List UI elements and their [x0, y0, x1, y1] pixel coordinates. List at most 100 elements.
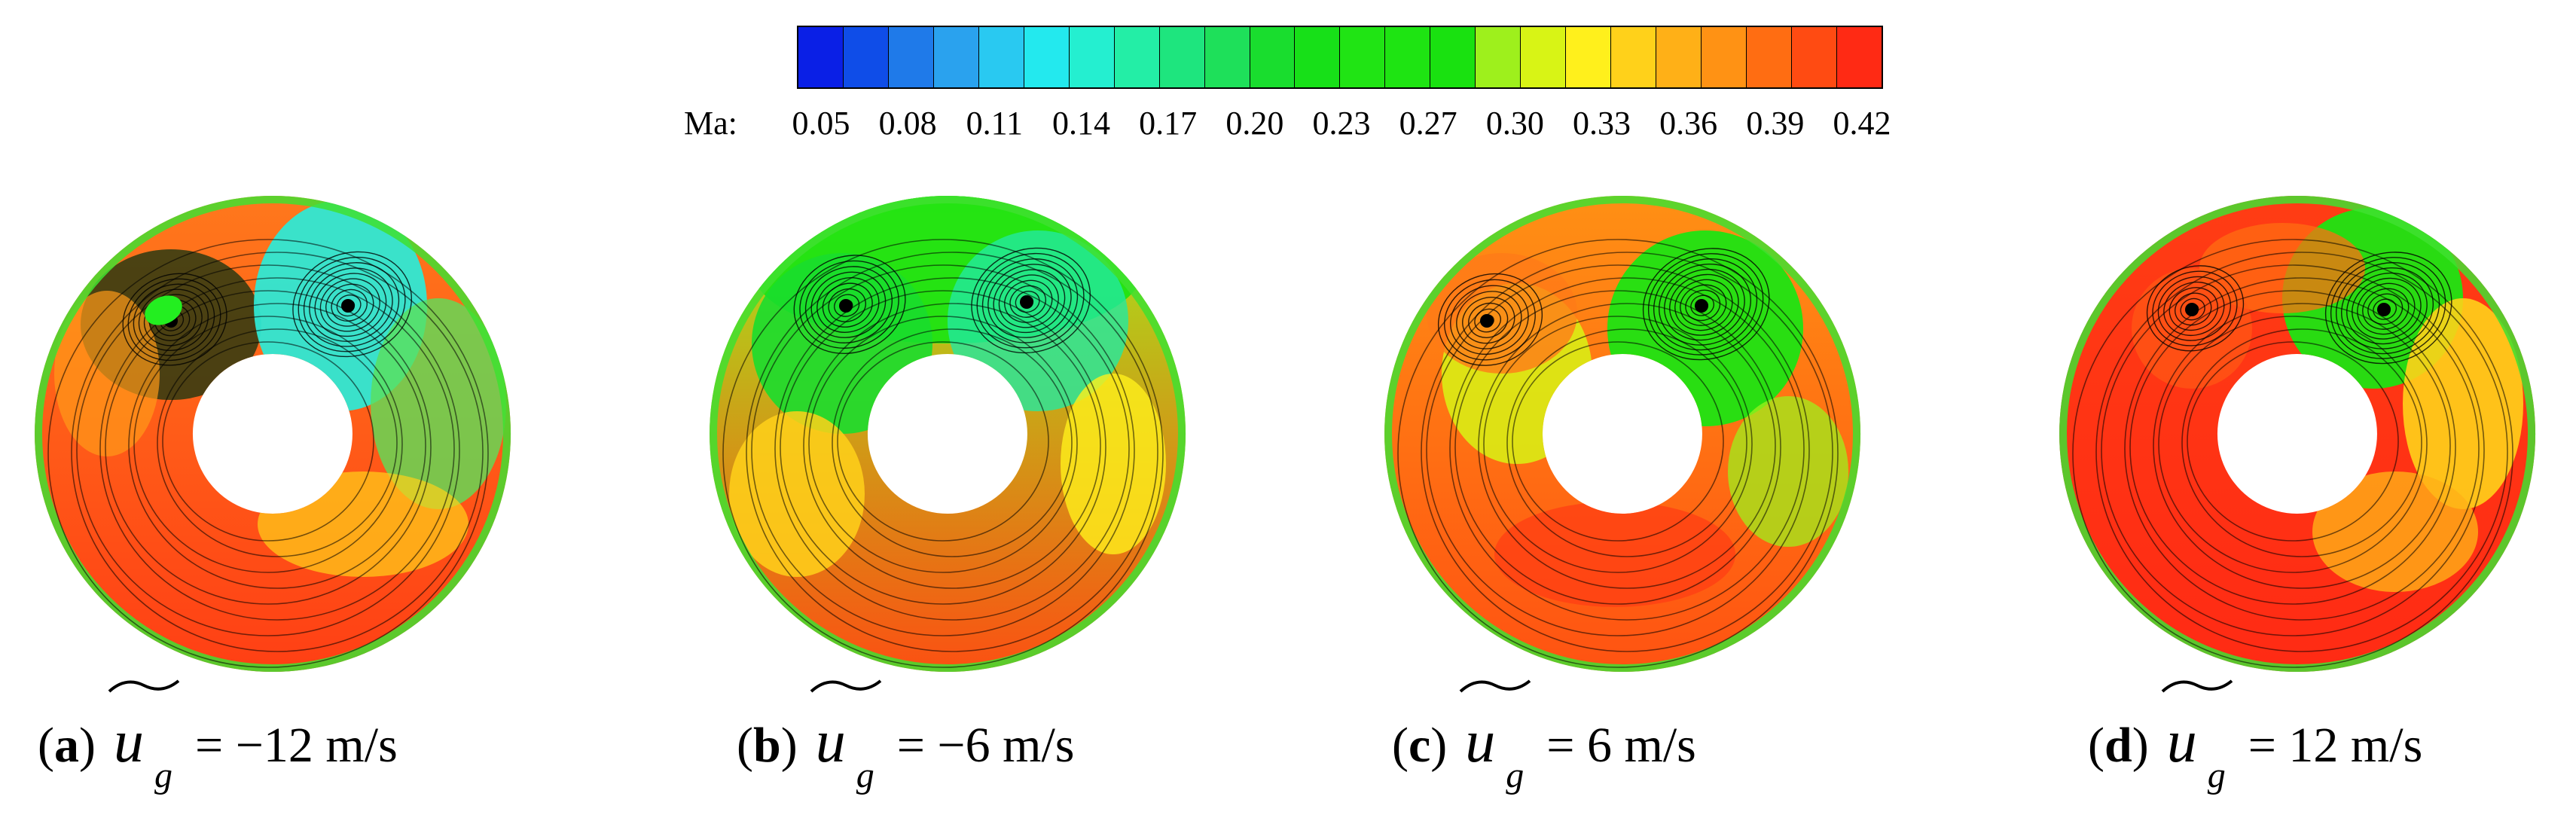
caption-value: = 6 m/s [1546, 718, 1696, 773]
streamline [746, 252, 1158, 652]
streamline [780, 290, 1106, 605]
colorbar-tick-label: 0.39 [1746, 105, 1805, 142]
vortex-streamline [2152, 270, 2238, 346]
vortex-streamline [1659, 263, 1752, 346]
colorbar-tick-label: 0.08 [878, 105, 937, 142]
streamline [162, 341, 374, 542]
colorbar-tick-label: 0.11 [966, 105, 1024, 142]
caption-symbol-u: u [113, 709, 144, 775]
vortex-streamline [1468, 302, 1509, 338]
colorbar-segment [1791, 27, 1837, 87]
streamline [1397, 239, 1839, 668]
vortex-streamline [804, 266, 893, 343]
vortex-streamline [828, 288, 866, 322]
colorbar-tick-label: 0.05 [792, 105, 850, 142]
panel-a-contour [17, 178, 529, 690]
vortex-core [839, 299, 853, 313]
vortex-streamline [2346, 272, 2428, 345]
vortex-streamline [816, 277, 880, 333]
wall-boundary-layer [1384, 196, 1861, 672]
vortex-streamline [2157, 276, 2232, 341]
vortex-streamline [971, 247, 1091, 354]
annulus-plot [1384, 196, 1861, 672]
streamline [2158, 316, 2428, 573]
streamline [808, 316, 1078, 573]
caption-b: (b) ug= −6 m/s [737, 679, 1075, 806]
colorbar-segment [1250, 27, 1296, 87]
streamline [2153, 303, 2451, 589]
vortex-streamline [1015, 290, 1040, 313]
vortex-streamline [2373, 298, 2397, 320]
streamline [722, 239, 1164, 668]
streamline [2181, 328, 2422, 557]
streamline [1421, 252, 1833, 652]
streamline [2095, 252, 2508, 652]
vortex-streamline [138, 288, 209, 352]
colorbar-segment [1069, 27, 1115, 87]
streamline [2124, 277, 2480, 621]
vortex-streamline [1653, 258, 1758, 351]
vortex-streamline [2146, 265, 2245, 352]
mach-contour-region [2403, 298, 2523, 509]
colorbar-tick-label: 0.33 [1573, 105, 1631, 142]
vortex-streamline [1004, 279, 1053, 323]
vortex-streamline [981, 258, 1079, 343]
vortex-core [1480, 314, 1494, 328]
vortex-streamline [1450, 285, 1529, 355]
streamline [1449, 277, 1805, 621]
vortex-streamline [2367, 293, 2404, 325]
vortex-streamline [976, 252, 1085, 349]
vortex-streamline [303, 262, 400, 347]
caption-symbol-u: u [1465, 709, 1496, 775]
panel-c-contour [1366, 178, 1879, 690]
high-mach-spot [145, 295, 182, 325]
streamline [71, 252, 484, 652]
colorbar-segment [1024, 27, 1070, 87]
streamline [128, 303, 426, 589]
colorbar-segment [1385, 27, 1431, 87]
vortex-streamline [2357, 282, 2416, 335]
streamline [832, 328, 1073, 557]
streamline [47, 239, 489, 668]
mach-contour-region [1061, 374, 1166, 554]
streamline [1478, 303, 1776, 589]
streamline [803, 303, 1101, 589]
vortex-streamline [1669, 273, 1739, 336]
vortex-streamline [799, 260, 899, 349]
vortex-streamline [325, 283, 374, 327]
caption-symbol-sub: g [856, 755, 874, 795]
colorbar-tick-label: 0.42 [1833, 105, 1891, 142]
colorbar-ticks: 0.05 0.08 0.11 0.14 0.17 0.20 0.23 0.27 0.30 0.33… [0, 104, 2576, 149]
wall-boundary-layer [710, 196, 1186, 672]
colorbar-tick-label: 0.36 [1659, 105, 1718, 142]
streamline [1454, 290, 1781, 605]
colorbar-segment [1476, 27, 1521, 87]
caption-a: (a) ug= −12 m/s [38, 679, 398, 806]
streamline [76, 264, 460, 636]
colorbar-segment [1340, 27, 1386, 87]
wall-boundary-layer [2059, 196, 2536, 672]
colorbar-segment [1656, 27, 1702, 87]
streamline [105, 290, 432, 605]
colorbar-tick-label: 0.27 [1399, 105, 1457, 142]
vortex-streamline [122, 273, 227, 366]
caption-d: (d) ug= 12 m/s [2088, 679, 2422, 806]
vortex-streamline [834, 294, 860, 317]
vortex-streamline [998, 274, 1059, 328]
vortex-streamline [810, 271, 887, 338]
colorbar-segment [843, 27, 889, 87]
caption-letter: a [53, 718, 79, 773]
colorbar-segment [1566, 27, 1612, 87]
colorbar-segment [1204, 27, 1250, 87]
vortex-streamline [2324, 252, 2452, 365]
vortex-core [2377, 303, 2391, 316]
colorbar-segment [1295, 27, 1341, 87]
vortex-core [1020, 295, 1033, 309]
streamline [1512, 341, 1724, 542]
vortex-streamline [822, 282, 873, 328]
caption-value: = −6 m/s [896, 718, 1075, 773]
colorbar-tick-label: 0.20 [1225, 105, 1284, 142]
vortex-streamline [1685, 289, 1721, 322]
mach-contour-region [2312, 471, 2478, 592]
mach-contour-region [948, 230, 1128, 411]
